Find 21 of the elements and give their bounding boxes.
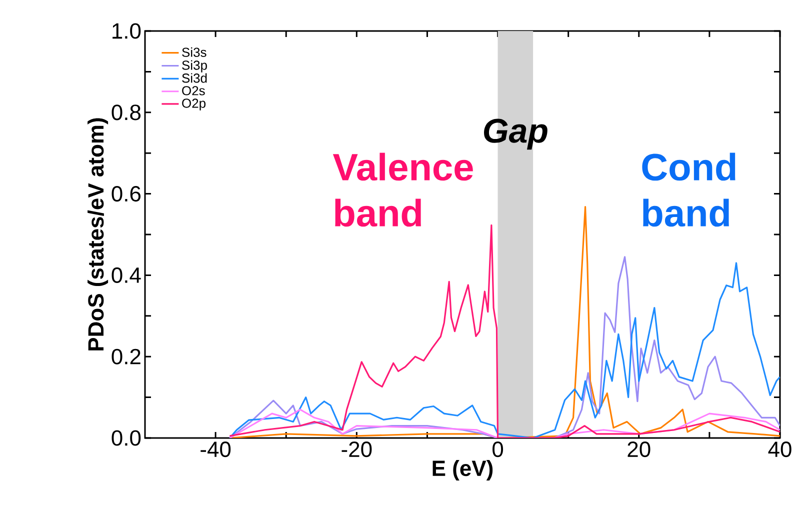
x-tick-label: -40 — [200, 442, 231, 458]
annotation: Cond band — [642, 152, 736, 227]
band-label: Gap — [484, 118, 548, 150]
annotation: Valence band — [332, 152, 473, 227]
legend-label: O2p — [182, 98, 206, 110]
x-tick-label: 40 — [768, 442, 792, 458]
x-tick-label: 0 — [492, 442, 504, 458]
y-tick-label: 0.6 — [112, 186, 141, 202]
x-tick-label: -20 — [342, 442, 372, 458]
legend-label: Si3s — [182, 47, 206, 57]
y-tick-label: 0.8 — [112, 104, 141, 120]
y-tick-label: 1.0 — [112, 23, 141, 39]
y-axis-title: PDoS (states/eV atom) — [88, 118, 108, 350]
legend-label: O2s — [182, 86, 205, 96]
y-tick-label: 0.4 — [112, 267, 141, 283]
legend-label: Si3p — [182, 60, 207, 72]
x-tick-label: 20 — [628, 442, 650, 458]
y-tick-label: 0.2 — [112, 348, 140, 364]
legend-label: Si3d — [182, 73, 207, 83]
y-tick-label: 0.0 — [112, 430, 141, 446]
x-axis-title: E (eV) — [432, 460, 493, 480]
